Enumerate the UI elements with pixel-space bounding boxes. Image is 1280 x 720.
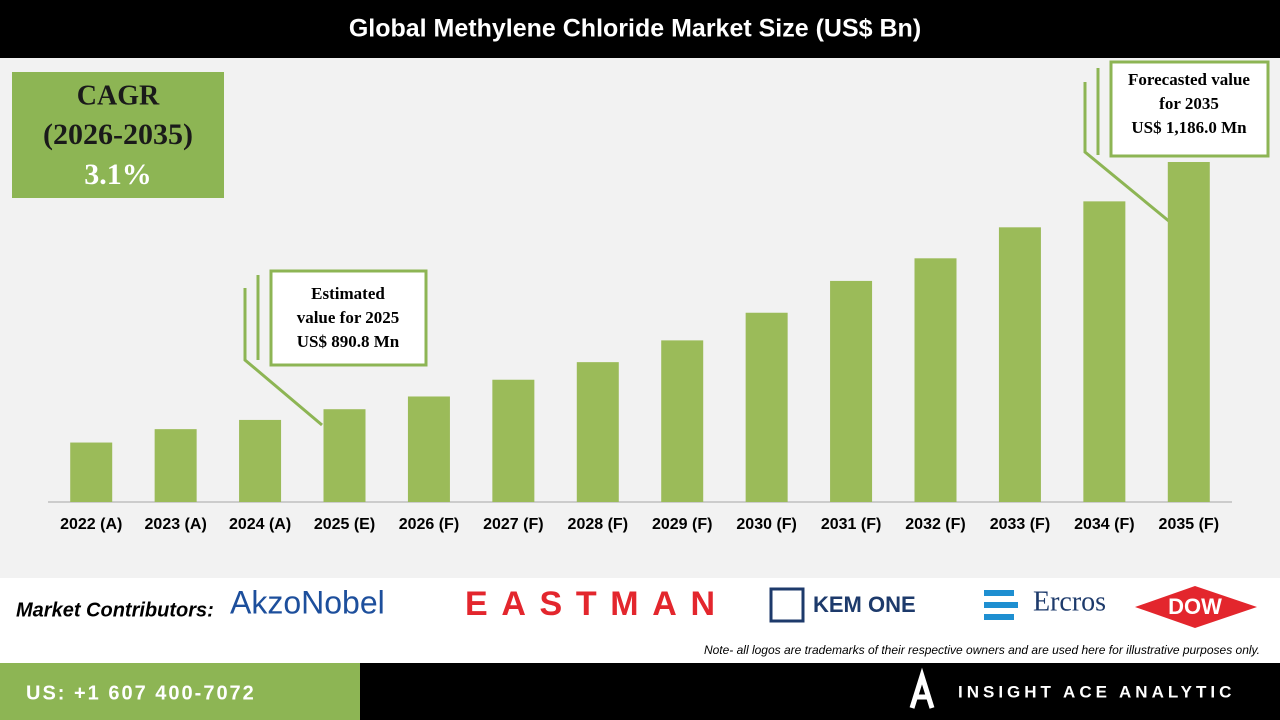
logo: Ercros — [1033, 586, 1106, 617]
callout-box — [1109, 60, 1270, 158]
logo-icon — [984, 590, 1018, 620]
x-tick-label: 2029 (F) — [652, 516, 712, 533]
bar — [830, 280, 873, 502]
x-tick-label: 2025 (E) — [314, 516, 375, 533]
bar — [323, 409, 366, 502]
bar — [576, 362, 619, 502]
cagr-box — [12, 72, 224, 198]
logo-icon — [1135, 586, 1257, 628]
logo-icon — [769, 587, 805, 623]
logo: EASTMAN — [465, 585, 715, 623]
chart-title: Global Methylene Chloride Market Size (U… — [349, 15, 921, 43]
callout-box — [269, 269, 428, 367]
x-tick-label: 2028 (F) — [568, 516, 628, 533]
callout-text: value for 2025 — [297, 308, 400, 327]
callout-text: Estimated — [311, 284, 385, 303]
bar — [407, 396, 450, 502]
callout-text: for 2035 — [1159, 94, 1219, 113]
bar — [492, 379, 535, 502]
logo: AkzoNobel — [230, 584, 385, 620]
cagr-value: 3.1% — [84, 158, 152, 191]
callout-line — [243, 288, 323, 427]
x-tick-label: 2033 (F) — [990, 516, 1050, 533]
bar — [914, 258, 957, 502]
contributors-label: Market Contributors: — [16, 599, 214, 621]
logo: KEM ONE — [813, 592, 916, 617]
title-bar — [0, 0, 1280, 58]
bar — [1083, 201, 1126, 502]
callout-line — [1083, 82, 1171, 224]
x-tick-label: 2034 (F) — [1074, 516, 1134, 533]
x-tick-label: 2030 (F) — [736, 516, 796, 533]
cagr-period: (2026-2035) — [43, 118, 193, 151]
cagr-label: CAGR — [77, 80, 160, 111]
x-tick-label: 2023 (A) — [145, 516, 207, 533]
brand-icon — [909, 667, 935, 709]
bar — [239, 419, 282, 502]
callout-text: Forecasted value — [1128, 70, 1250, 89]
phone: US: +1 607 400-7072 — [26, 682, 256, 704]
brand-bar — [360, 663, 1280, 720]
x-tick-label: 2026 (F) — [399, 516, 459, 533]
x-tick-label: 2031 (F) — [821, 516, 881, 533]
bar — [154, 429, 197, 502]
x-tick-label: 2032 (F) — [905, 516, 965, 533]
phone-bar — [0, 663, 360, 720]
bar — [745, 312, 788, 502]
x-tick-label: 2022 (A) — [60, 516, 122, 533]
bar — [998, 227, 1041, 502]
x-tick-label: 2024 (A) — [229, 516, 291, 533]
bar — [70, 442, 113, 502]
bar — [1167, 162, 1210, 502]
x-tick-label: 2027 (F) — [483, 516, 543, 533]
brand: INSIGHT ACE ANALYTIC — [958, 682, 1235, 701]
callout-text: US$ 890.8 Mn — [297, 332, 400, 351]
logo: DOW — [1168, 594, 1222, 619]
bar — [661, 340, 704, 502]
footnote: Note- all logos are trademarks of their … — [704, 643, 1260, 657]
x-tick-label: 2035 (F) — [1159, 516, 1219, 533]
callout-text: US$ 1,186.0 Mn — [1131, 118, 1247, 137]
